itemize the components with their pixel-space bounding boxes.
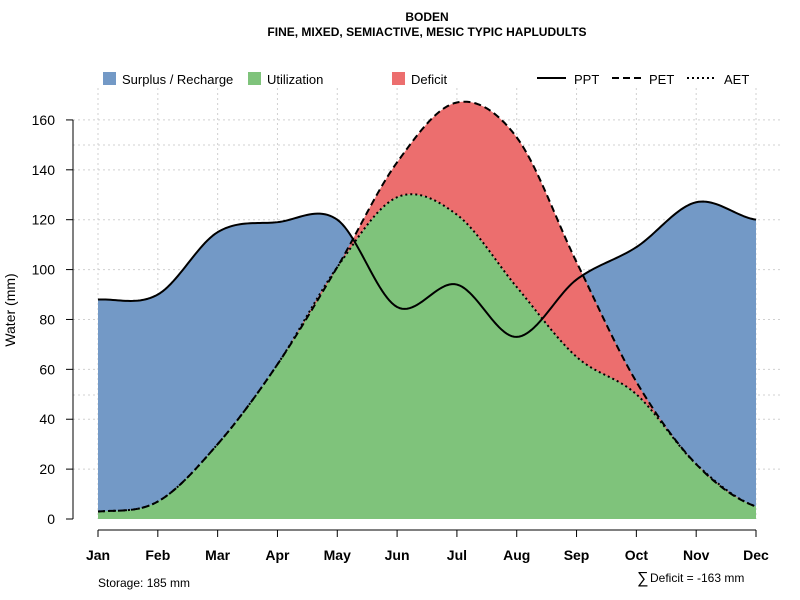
sum-icon: ∑ [637,570,648,587]
x-tick-label-nov: Nov [683,547,710,563]
deficit-area [98,101,756,512]
chart-title: BODEN [405,10,448,24]
x-tick-label-sep: Sep [564,547,590,563]
x-tick-label-dec: Dec [743,547,769,563]
x-tick-label-jan: Jan [86,547,110,563]
x-tick-label-mar: Mar [205,547,230,563]
legend-swatch-utilization [248,72,261,85]
x-tick-label-jul: Jul [447,547,467,563]
y-axis-label: Water (mm) [2,273,18,346]
chart-subtitle: FINE, MIXED, SEMIACTIVE, MESIC TYPIC HAP… [267,25,586,39]
x-tick-label-apr: Apr [265,547,290,563]
legend-label-surplus: Surplus / Recharge [122,72,233,87]
y-tick-label-7: 140 [32,162,56,178]
x-tick-label-may: May [324,547,351,563]
y-tick-label-8: 160 [32,112,56,128]
y-tick-label-2: 40 [39,411,55,427]
legend-label-aet: AET [724,72,749,87]
x-tick-label-oct: Oct [625,547,649,563]
storage-note: Storage: 185 mm [98,576,190,590]
x-tick-label-jun: Jun [385,547,410,563]
legend-label-ppt: PPT [574,72,599,87]
x-tick-label-aug: Aug [503,547,530,563]
axes: 0 20 40 60 80 100 120 140 160 Jan Feb Mar Apr May Jun J… [32,112,769,563]
y-tick-label-6: 120 [32,212,56,228]
series-lines [97,100,757,513]
legend-label-deficit: Deficit [411,72,448,87]
y-tick-label-4: 80 [39,311,55,327]
y-tick-label-1: 20 [39,461,55,477]
y-tick-label-0: 0 [47,511,55,527]
legend: Surplus / Recharge Utilization Deficit P… [103,72,749,87]
deficit-note: Deficit = -163 mm [650,571,744,585]
y-tick-label-3: 60 [39,361,55,377]
legend-label-pet: PET [649,72,674,87]
x-tick-label-feb: Feb [145,547,170,563]
utilization-area [98,194,756,519]
series-line-pet [97,100,757,513]
y-tick-label-5: 100 [32,262,56,278]
legend-swatch-surplus [103,72,116,85]
legend-swatch-deficit [392,72,405,85]
legend-label-utilization: Utilization [267,72,323,87]
area-fills [98,101,756,519]
series-line-ppt [97,200,757,338]
